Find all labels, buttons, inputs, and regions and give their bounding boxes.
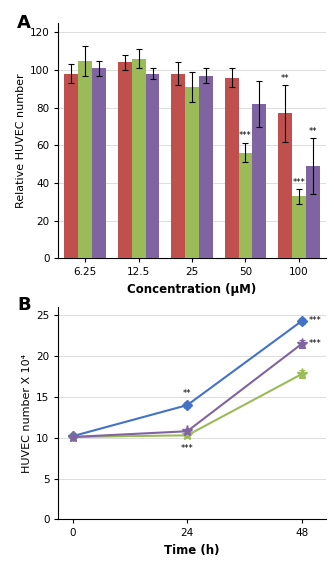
Text: ***: *** xyxy=(239,131,252,139)
Bar xyxy=(64,74,78,258)
Text: ***: *** xyxy=(293,178,305,187)
Bar xyxy=(306,166,320,258)
Text: B: B xyxy=(17,296,31,315)
Y-axis label: Relative HUVEC number: Relative HUVEC number xyxy=(15,73,25,208)
X-axis label: Time (h): Time (h) xyxy=(164,544,220,557)
Bar xyxy=(171,74,185,258)
Legend: Thalidomide, Analog 1, Analog 2: Thalidomide, Analog 1, Analog 2 xyxy=(89,311,295,329)
Text: ***: *** xyxy=(181,444,194,453)
Bar xyxy=(292,196,306,258)
Text: **: ** xyxy=(183,389,191,398)
Y-axis label: HUVEC number X 10⁴: HUVEC number X 10⁴ xyxy=(22,354,32,473)
Text: **: ** xyxy=(309,127,317,136)
Bar xyxy=(225,77,238,258)
Bar xyxy=(185,87,199,258)
Text: A: A xyxy=(17,14,31,32)
Text: ***: *** xyxy=(309,316,322,325)
Text: **: ** xyxy=(281,74,289,83)
Bar xyxy=(78,61,92,258)
Bar xyxy=(118,63,132,258)
Bar xyxy=(278,113,292,258)
Bar xyxy=(253,104,266,258)
X-axis label: Concentration (μM): Concentration (μM) xyxy=(128,283,257,296)
Bar xyxy=(92,68,106,258)
Text: ***: *** xyxy=(309,339,322,348)
Bar xyxy=(146,74,159,258)
Bar xyxy=(199,76,213,258)
Bar xyxy=(132,59,146,258)
Bar xyxy=(238,153,253,258)
